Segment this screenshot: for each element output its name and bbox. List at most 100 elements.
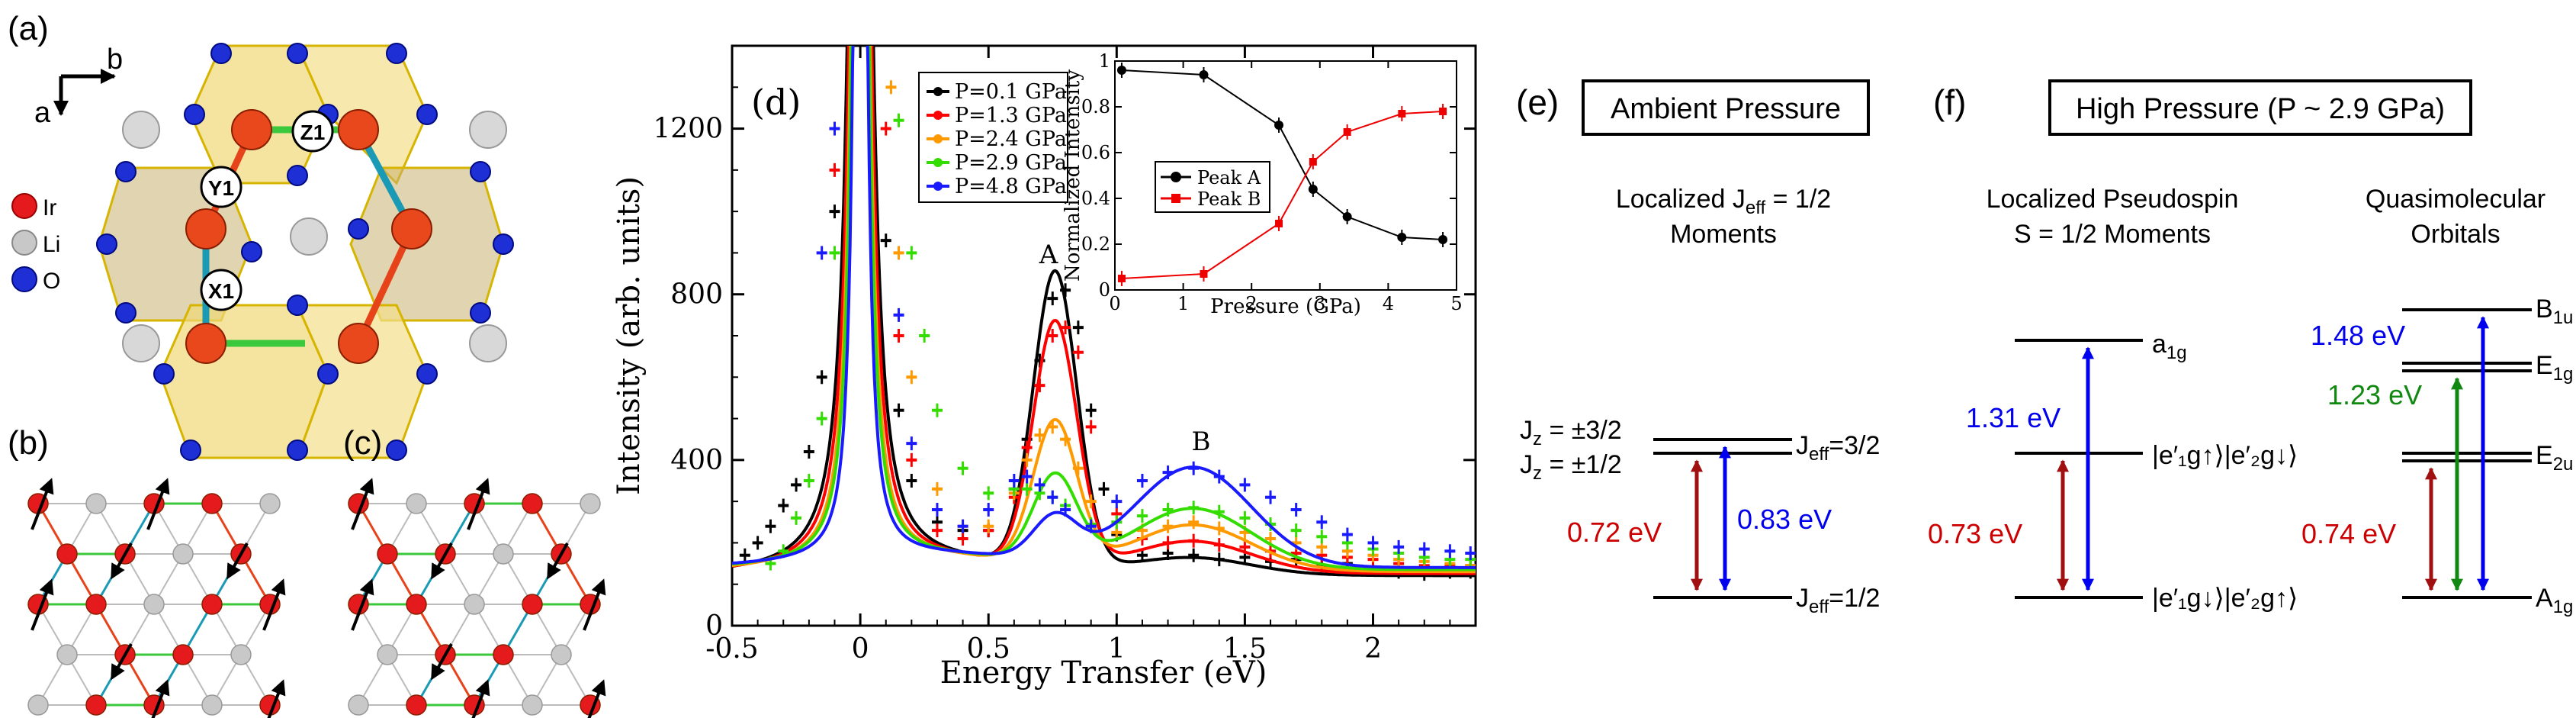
jz-sub: z bbox=[1533, 429, 1542, 449]
b1u-sub: 1u bbox=[2553, 307, 2574, 328]
legend-li-label: Li bbox=[43, 232, 60, 257]
inset-legend bbox=[1155, 161, 1270, 213]
atom-legend: Ir Li O bbox=[11, 193, 60, 294]
legend-marker bbox=[933, 111, 943, 120]
ir-site bbox=[406, 694, 427, 716]
e2u-main: E bbox=[2536, 441, 2553, 470]
y-bond bbox=[355, 227, 416, 345]
panel-b: (b) bbox=[8, 424, 286, 718]
e1g-main: E bbox=[2536, 351, 2553, 380]
jz-main: J bbox=[1520, 416, 1533, 445]
jeff-main: J bbox=[1796, 431, 1809, 460]
level-label-ket-mid: |e′₁g↑⟩|e′₂g↓⟩ bbox=[2152, 441, 2298, 470]
o-atom bbox=[348, 218, 369, 240]
legend-marker bbox=[933, 87, 943, 96]
ir-site bbox=[56, 543, 78, 565]
x-tick-label: 2 bbox=[1364, 633, 1382, 665]
legend-label: P=4.8 GPa bbox=[955, 175, 1067, 198]
inset-legend-marker bbox=[1171, 172, 1181, 182]
ir-site bbox=[493, 644, 514, 665]
inset-legend-label: Peak A bbox=[1197, 167, 1261, 188]
b1u-main: B bbox=[2536, 295, 2553, 324]
inset-y-tick-label: 0.6 bbox=[1081, 142, 1110, 163]
x-tick-label: 0 bbox=[852, 633, 869, 665]
li-site bbox=[551, 644, 572, 665]
o-atom bbox=[287, 439, 308, 461]
peak-a-annotation: A bbox=[1039, 240, 1058, 270]
panel-e: (e) Ambient Pressure Localized Jeff = 1/… bbox=[1516, 79, 1880, 617]
inset-x-axis-label: Pressure (GPa) bbox=[1210, 295, 1361, 318]
ambient-subtitle-sub: eff bbox=[1746, 198, 1766, 218]
inset-series bbox=[1116, 63, 1448, 286]
pseudospin-title-line2: S = 1/2 Moments bbox=[2014, 220, 2211, 249]
legend-ir-label: Ir bbox=[43, 195, 56, 221]
inset-ticks: 0 1 2 3 4 5 0 0.2 0.4 0.6 0.8 1 bbox=[1081, 50, 1463, 314]
panel-label-d: (d) bbox=[751, 82, 801, 123]
inset-series-peak-a bbox=[1116, 63, 1448, 247]
x-tick-label: -0.5 bbox=[705, 633, 758, 665]
li-atom bbox=[122, 324, 160, 362]
li-site bbox=[27, 694, 49, 716]
e1g-sub: 1g bbox=[2553, 364, 2574, 385]
energy-label-0-83: 0.83 eV bbox=[1737, 504, 1832, 535]
li-site bbox=[464, 594, 485, 615]
level-label-ket-low: |e′₁g↓⟩|e′₂g↑⟩ bbox=[2152, 584, 2298, 613]
y-tick-label: 0 bbox=[705, 610, 723, 642]
y-tick-label: 1200 bbox=[653, 114, 723, 145]
pseudospin-title-line1: Localized Pseudospin bbox=[1987, 185, 2239, 214]
a1g-ground-main: A bbox=[2536, 584, 2553, 613]
y-tick-label: 400 bbox=[670, 445, 723, 476]
legend-o-label: O bbox=[43, 269, 60, 294]
spin-arrow bbox=[583, 578, 606, 631]
li-site bbox=[172, 543, 194, 565]
spin-arrow bbox=[111, 543, 133, 580]
panel-label-a: (a) bbox=[8, 10, 49, 47]
ir-site bbox=[377, 543, 398, 565]
inset-y-tick-label: 0.8 bbox=[1081, 96, 1110, 118]
legend-ir-swatch bbox=[11, 193, 37, 219]
o-atom bbox=[180, 439, 201, 461]
li-site bbox=[85, 493, 107, 514]
main-y-axis-label: Intensity (arb. units) bbox=[612, 176, 647, 495]
spin-arrow bbox=[587, 679, 606, 718]
o-atoms bbox=[96, 43, 514, 461]
ambient-subtitle-tail: = 1/2 bbox=[1765, 185, 1831, 214]
spin-arrow bbox=[31, 478, 54, 530]
a1g-main: a bbox=[2152, 330, 2166, 359]
li-site bbox=[522, 694, 543, 716]
legend-label: P=0.1 GPa bbox=[955, 80, 1067, 104]
jeff-sub: eff bbox=[1809, 444, 1829, 465]
y-tick-label: 800 bbox=[670, 279, 723, 311]
o-atom bbox=[241, 241, 262, 262]
level-label-e2u: E2u bbox=[2536, 441, 2573, 475]
peak-b-annotation: B bbox=[1192, 427, 1211, 457]
level-label-e1g: E1g bbox=[2536, 351, 2573, 385]
legend-label: P=2.9 GPa bbox=[955, 151, 1067, 175]
energy-label-0-72: 0.72 eV bbox=[1567, 517, 1662, 548]
o-atom bbox=[386, 43, 407, 64]
li-site bbox=[56, 644, 78, 665]
spin-arrow bbox=[262, 578, 286, 631]
o-atom bbox=[287, 295, 308, 316]
spin-arrow bbox=[31, 578, 54, 631]
li-site bbox=[377, 644, 398, 665]
high-pressure-title-box bbox=[2048, 79, 2472, 136]
ir-site bbox=[201, 594, 223, 615]
panel-a: (a) b a Ir Li O bbox=[8, 10, 514, 461]
level-label-jeff-3-2: Jeff=3/2 bbox=[1796, 431, 1880, 465]
panel-f: (f) High Pressure (P ~ 2.9 GPa) Localize… bbox=[1928, 79, 2574, 617]
ir-site bbox=[85, 594, 107, 615]
panel-c: (c) bbox=[343, 424, 606, 718]
energy-label-0-74: 0.74 eV bbox=[2301, 518, 2396, 549]
o-atom bbox=[317, 363, 339, 385]
level-label-jz-1-2: Jz = ±1/2 bbox=[1520, 450, 1622, 484]
spin-arrow bbox=[226, 543, 249, 580]
x-tick-label: 1.5 bbox=[1223, 633, 1267, 665]
ir-atom bbox=[338, 323, 379, 364]
a1g-sub: 1g bbox=[2166, 343, 2187, 363]
x-tick-label: 1 bbox=[1108, 633, 1126, 665]
o-atom bbox=[287, 165, 308, 186]
o-atom bbox=[115, 161, 137, 182]
legend-marker bbox=[933, 182, 943, 191]
